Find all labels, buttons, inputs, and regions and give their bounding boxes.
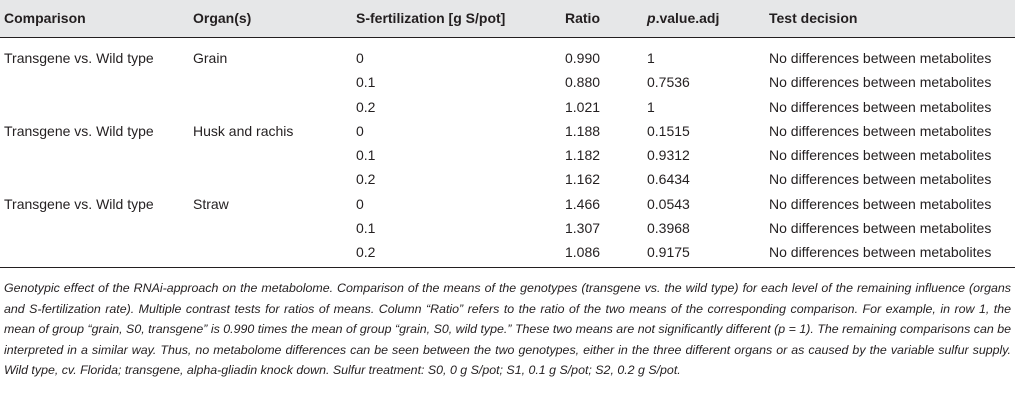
cell-comparison: Transgene vs. Wild type <box>4 195 154 212</box>
cell-decision: No differences between metabolites <box>769 74 992 91</box>
cell-ratio: 1.086 <box>565 244 601 261</box>
header-rule <box>0 37 1015 38</box>
cell-decision: No differences between metabolites <box>769 195 992 212</box>
cell-p: 0.9312 <box>647 147 690 164</box>
cell-p: 0.7536 <box>647 74 690 91</box>
table-row: 0.1 1.307 0.3968 No differences between met… <box>0 216 1015 240</box>
table-row: 0.2 1.086 0.9175 No differences between met… <box>0 240 1015 264</box>
cell-organ: Husk and rachis <box>193 122 294 139</box>
table-row: Transgene vs. Wild type Husk and rachis 0 1… <box>0 119 1015 143</box>
cell-s: 0.2 <box>356 98 376 115</box>
cell-p: 0.6434 <box>647 171 690 188</box>
cell-s: 0 <box>356 195 364 212</box>
cell-ratio: 1.307 <box>565 220 601 237</box>
cell-ratio: 0.990 <box>565 50 601 66</box>
cell-decision: No differences between metabolites <box>769 171 992 188</box>
bottom-rule <box>0 267 1015 268</box>
cell-s: 0.2 <box>356 244 376 261</box>
table-row: Transgene vs. Wild type Straw 0 1.466 0.0543… <box>0 192 1015 216</box>
cell-ratio: 1.182 <box>565 147 601 164</box>
cell-s: 0.2 <box>356 171 376 188</box>
table-row: 0.1 0.880 0.7536 No differences between met… <box>0 70 1015 94</box>
header-pvalue: p.value.adj <box>647 0 719 37</box>
cell-s: 0.1 <box>356 220 376 237</box>
cell-ratio: 0.880 <box>565 74 601 91</box>
table-row: 0.2 1.162 0.6434 No differences between met… <box>0 167 1015 191</box>
table-row: 0.1 1.182 0.9312 No differences between met… <box>0 143 1015 167</box>
cell-decision: No differences between metabolites <box>769 244 992 261</box>
cell-decision: No differences between metabolites <box>769 122 992 139</box>
cell-s: 0 <box>356 122 364 139</box>
cell-s: 0 <box>356 50 364 66</box>
cell-ratio: 1.188 <box>565 122 601 139</box>
header-pvalue-p: p <box>647 10 656 26</box>
cell-ratio: 1.466 <box>565 195 601 212</box>
cell-decision: No differences between metabolites <box>769 147 992 164</box>
table-row: 0.2 1.021 1 No differences between metaboli… <box>0 95 1015 119</box>
table-body: Transgene vs. Wild type Grain 0 0.990 1 No di… <box>0 46 1015 265</box>
table-row: Transgene vs. Wild type Grain 0 0.990 1 No di… <box>0 46 1015 70</box>
cell-p: 0.1515 <box>647 122 690 139</box>
cell-organ: Grain <box>193 50 228 66</box>
header-decision: Test decision <box>769 10 858 26</box>
cell-p: 1 <box>647 98 655 115</box>
cell-comparison: Transgene vs. Wild type <box>4 122 154 139</box>
cell-comparison: Transgene vs. Wild type <box>4 50 154 66</box>
cell-s: 0.1 <box>356 147 376 164</box>
header-ratio: Ratio <box>565 10 600 26</box>
cell-ratio: 1.021 <box>565 98 601 115</box>
header-pvalue-rest: .value.adj <box>655 10 720 26</box>
cell-p: 0.3968 <box>647 220 690 237</box>
cell-p: 1 <box>647 50 655 66</box>
header-s-fertilization: S-fertilization [g S/pot] <box>356 10 506 26</box>
cell-ratio: 1.162 <box>565 171 601 188</box>
cell-organ: Straw <box>193 195 229 212</box>
cell-decision: No differences between metabolites <box>769 98 992 115</box>
header-organs: Organ(s) <box>193 10 252 26</box>
cell-decision: No differences between metabolites <box>769 220 992 237</box>
table-caption: Genotypic effect of the RNAi-approach on… <box>4 281 1011 378</box>
cell-decision: No differences between metabolites <box>769 50 992 66</box>
cell-s: 0.1 <box>356 74 376 91</box>
header-comparison: Comparison <box>4 10 86 26</box>
cell-p: 0.9175 <box>647 244 690 261</box>
table-header: Comparison Organ(s) S-fertilization [g S… <box>0 0 1015 37</box>
cell-p: 0.0543 <box>647 195 690 212</box>
